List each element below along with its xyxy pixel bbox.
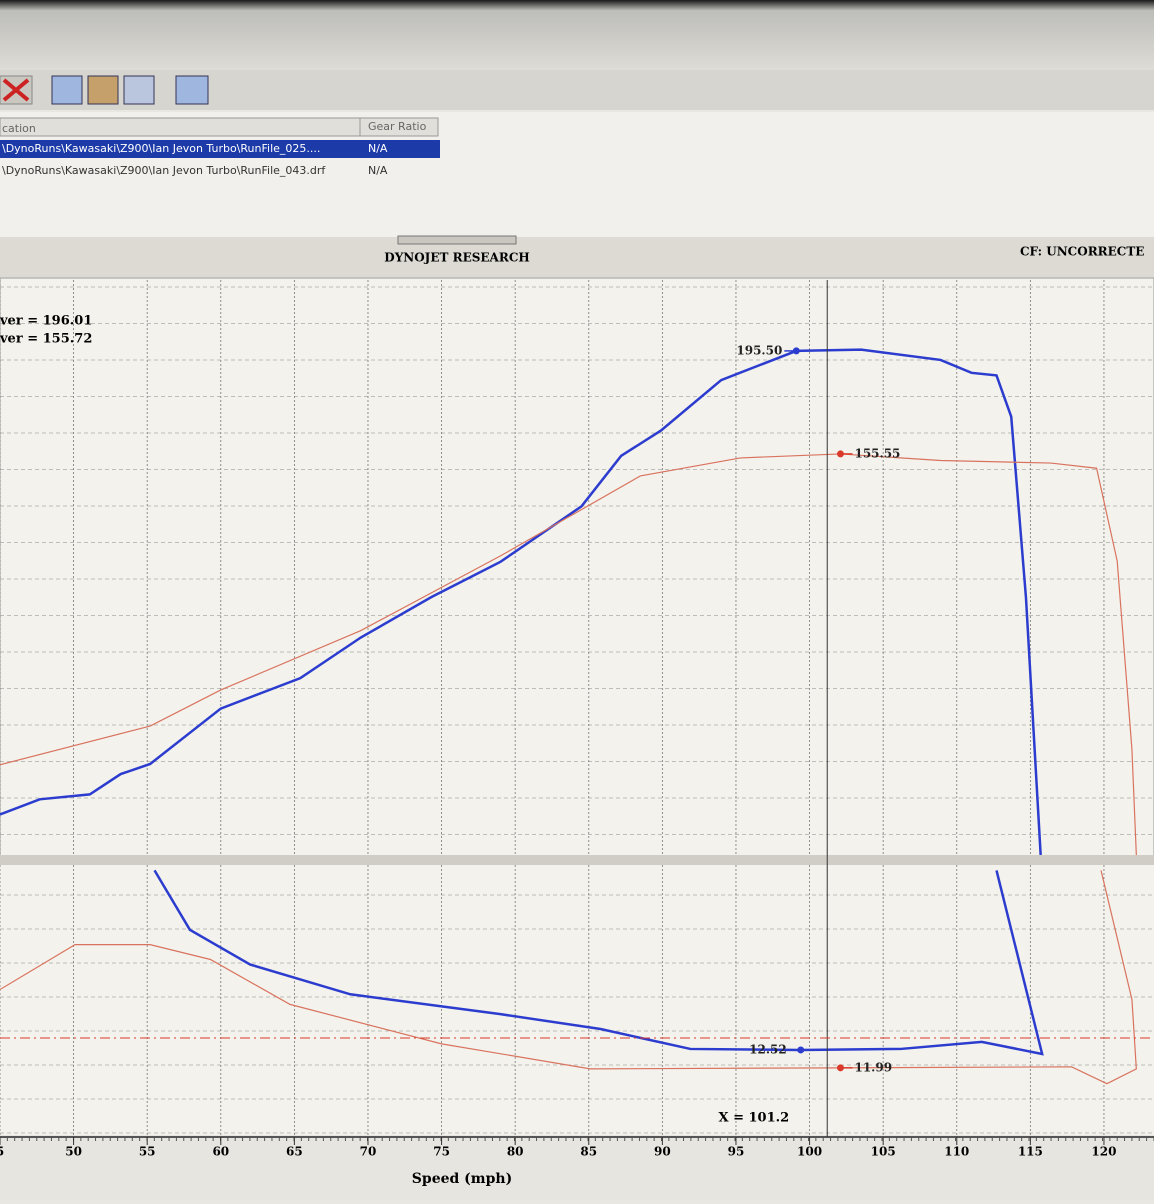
- series-line: [0, 453, 1137, 855]
- x-tick-label: 100: [797, 1145, 822, 1159]
- toolbar-icons: [0, 75, 209, 105]
- afr-plot: [0, 865, 1154, 1135]
- x-tick-label: 65: [286, 1145, 303, 1159]
- tool-button[interactable]: [51, 75, 83, 105]
- gear-ratio[interactable]: N/A: [368, 142, 388, 155]
- x-tick-label: 75: [433, 1145, 450, 1159]
- x-axis-title: Speed (mph): [412, 1171, 512, 1187]
- gear-ratio[interactable]: N/A: [368, 164, 388, 177]
- x-tick-label: 5: [0, 1145, 4, 1159]
- tool-button[interactable]: [87, 75, 119, 105]
- splitter[interactable]: [397, 235, 517, 245]
- plot-layer: [0, 348, 1137, 855]
- column-label: cation: [2, 122, 36, 135]
- x-tick-label: 105: [871, 1145, 896, 1159]
- delete-icon: [2, 78, 30, 102]
- separator: [0, 855, 1154, 865]
- marker-label: 155.55: [854, 446, 900, 460]
- x-tick-label: 60: [212, 1145, 229, 1159]
- x-tick-label: 115: [1018, 1145, 1043, 1159]
- series-line: [0, 870, 1137, 1085]
- x-tick-label: 95: [728, 1145, 745, 1159]
- file-path[interactable]: \DynoRuns\Kawasaki\Z900\Ian Jevon Turbo\…: [2, 164, 326, 177]
- x-tick-label: 120: [1091, 1145, 1116, 1159]
- horizontal-grid: [0, 286, 1154, 1134]
- x-tick-label: 70: [360, 1145, 377, 1159]
- column-label: Gear Ratio: [368, 120, 427, 133]
- tool-button[interactable]: [123, 75, 155, 105]
- chart-header: [0, 237, 1154, 277]
- summary-value: ver = 196.01: [0, 314, 92, 329]
- x-tick-label: 50: [65, 1145, 82, 1159]
- row-selected[interactable]: [0, 140, 440, 158]
- cursor-label: X = 101.2: [718, 1111, 789, 1126]
- marker-label: 12.52: [749, 1042, 787, 1056]
- series-line: [0, 348, 1042, 855]
- marker-label: 195.50: [736, 343, 782, 357]
- bezel: [0, 0, 1154, 70]
- x-tick-label: 85: [580, 1145, 597, 1159]
- chart-title: DYNOJET RESEARCH: [384, 251, 529, 265]
- correction-label: CF: UNCORRECTE: [1020, 245, 1144, 259]
- x-tick-label: 80: [507, 1145, 524, 1159]
- x-tick-label: 110: [944, 1145, 969, 1159]
- series-line: [153, 869, 1044, 1056]
- tool-button[interactable]: [175, 75, 209, 105]
- x-axis-area: [0, 1135, 1154, 1200]
- marker-label: 11.99: [854, 1060, 892, 1074]
- file-path[interactable]: \DynoRuns\Kawasaki\Z900\Ian Jevon Turbo\…: [2, 142, 320, 155]
- plot-layer: [0, 869, 1137, 1085]
- x-tick-label: 90: [654, 1145, 671, 1159]
- toolbar: [0, 70, 1154, 110]
- summary-value: ver = 155.72: [0, 332, 92, 347]
- column-header: [0, 117, 361, 137]
- column-header: [359, 117, 439, 137]
- power-plot: [0, 277, 1154, 857]
- x-tick-label: 55: [139, 1145, 156, 1159]
